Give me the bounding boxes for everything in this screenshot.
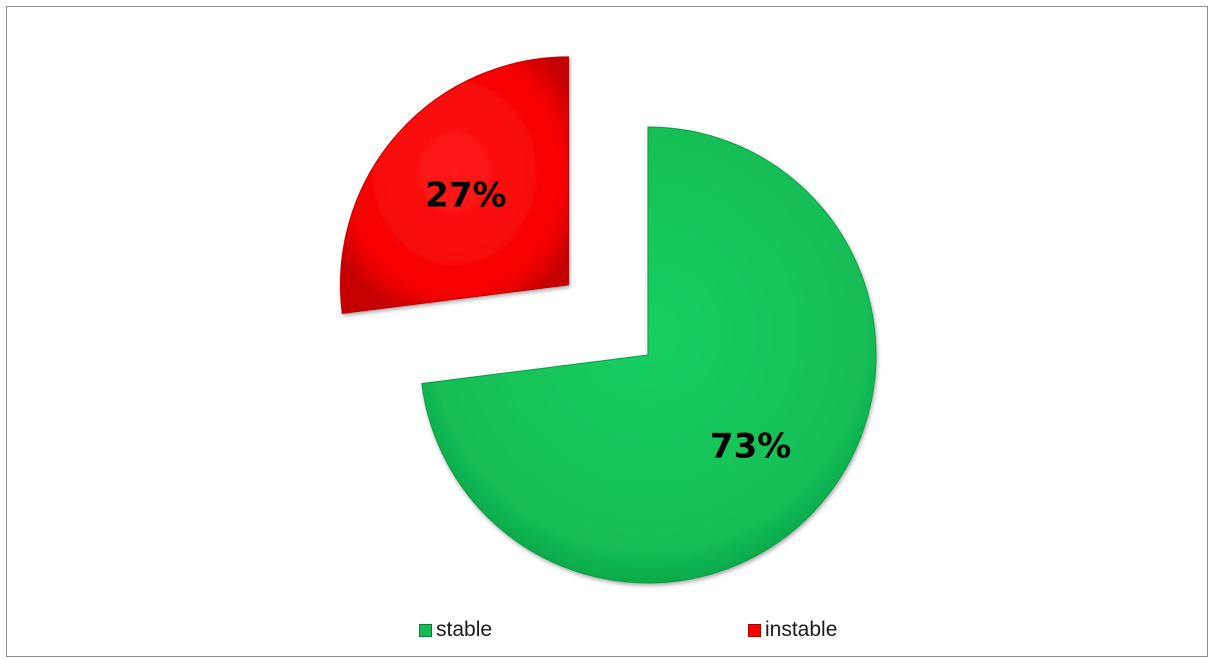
pie-slice-stable — [421, 126, 877, 584]
legend-label-stable: stable — [436, 618, 493, 641]
legend-label-instable: instable — [765, 618, 838, 641]
legend-swatch-instable — [748, 623, 761, 637]
pie-slice-instable — [340, 56, 569, 315]
slice-label-stable: 73% — [710, 426, 791, 466]
slice-label-instable: 27% — [425, 175, 506, 215]
legend-item-instable: instable — [748, 618, 837, 642]
chart-legend: stable instable — [0, 618, 1216, 648]
legend-swatch-stable — [419, 623, 432, 637]
legend-item-stable: stable — [419, 618, 492, 642]
